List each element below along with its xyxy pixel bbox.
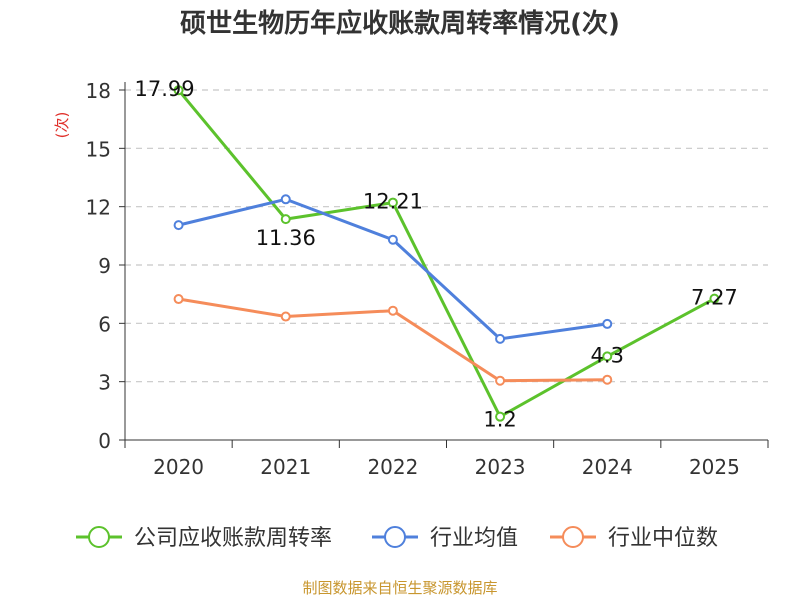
legend-label: 行业均值 [430,526,518,551]
legend-swatch-marker [384,526,406,548]
grid-lines [125,89,768,383]
legend-label: 公司应收账款周转率 [134,526,332,551]
data-label: 17.99 [135,77,195,101]
data-label: 7.27 [691,286,738,310]
data-point [602,318,613,329]
data-point [495,375,506,386]
data-point [709,293,720,304]
axes: 0 3 6 9 12 15 18 (次) 2020 2021 2022 2023 2024 2025 [53,79,769,479]
y-tick-label: 0 [98,429,111,453]
data-point [387,305,398,316]
data-point [173,294,184,305]
y-tick-label: 9 [98,254,111,278]
data-label: 11.36 [256,226,316,250]
y-axis-label: (次) [53,112,71,139]
data-point [387,234,398,245]
x-tick-label: 2024 [582,455,633,479]
data-point [173,85,184,96]
y-tick-label: 15 [86,137,111,161]
x-tick-label: 2022 [367,455,418,479]
x-tick-label: 2021 [260,455,311,479]
legend-swatch-marker [562,526,584,548]
data-point [280,194,291,205]
data-label: 4.3 [591,343,624,367]
y-tick-label: 12 [86,196,111,220]
legend-swatch-marker [88,526,110,548]
data-point [280,214,291,225]
data-point [602,374,613,385]
series-lines [173,85,720,422]
x-tick-label: 2023 [475,455,526,479]
data-point [387,197,398,208]
y-tick-label: 3 [98,371,111,395]
legend-label: 行业中位数 [608,526,718,551]
data-point [495,411,506,422]
data-labels: 17.99 11.36 12.21 1.2 4.3 7.27 [135,77,738,431]
chart-title: 硕世生物历年应收账款周转率情况(次) [180,9,620,39]
x-tick-label: 2020 [153,455,204,479]
data-point [602,351,613,362]
data-label: 1.2 [483,408,516,432]
source-note: 制图数据来自恒生聚源数据库 [302,579,498,597]
data-point [495,333,506,344]
y-tick-label: 18 [86,79,111,103]
data-point [280,311,291,322]
data-label: 12.21 [363,190,423,214]
series-line-1 [178,197,608,341]
legend: 公司应收账款周转率 行业均值 行业中位数 [76,526,718,551]
series-line-0 [177,89,716,419]
y-tick-label: 6 [98,312,111,336]
data-point [173,220,184,231]
x-tick-label: 2025 [689,455,740,479]
